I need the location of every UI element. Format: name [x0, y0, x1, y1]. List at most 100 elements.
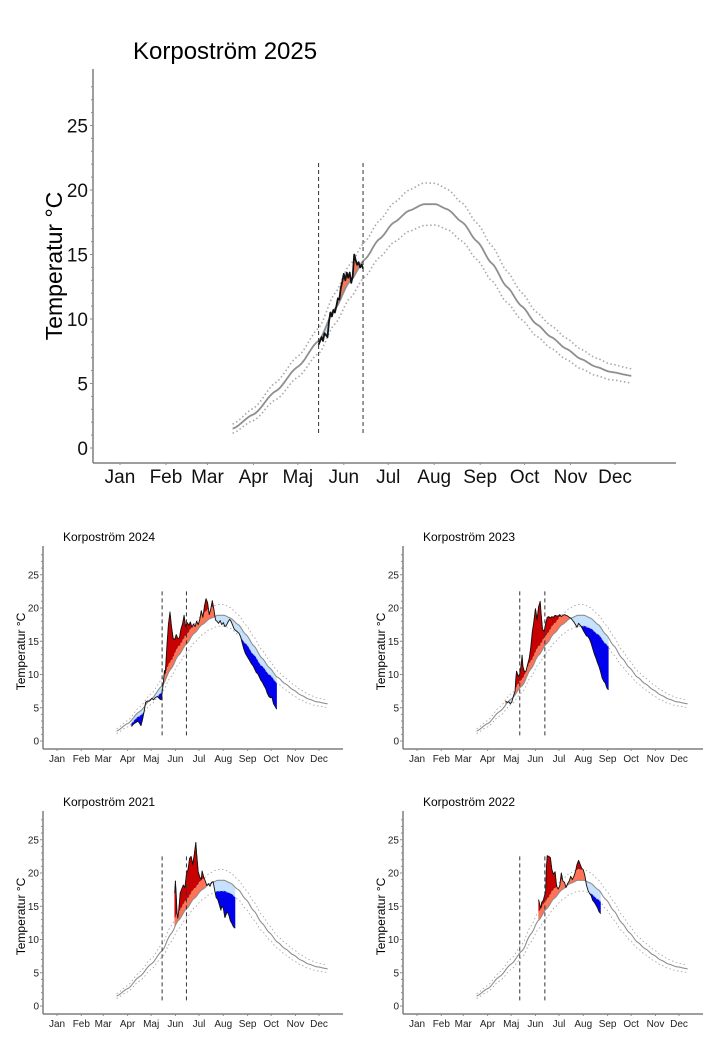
x-tick-label: Sep	[599, 1019, 617, 1030]
x-tick-label: Oct	[623, 1019, 639, 1030]
x-tick-label: Apr	[120, 754, 136, 765]
x-tick-label: Oct	[263, 1019, 279, 1030]
observed-temperature-line	[131, 598, 277, 727]
y-tick-label: 0	[393, 1002, 399, 1013]
x-tick-label: Sep	[239, 1019, 257, 1030]
anomaly-fills	[131, 598, 277, 727]
y-tick-label: 10	[388, 935, 400, 946]
x-tick-label: Aug	[574, 1019, 592, 1030]
climatology-upper-band	[232, 182, 632, 425]
y-tick-label: 15	[388, 637, 400, 648]
y-tick-label: 0	[393, 737, 399, 748]
y-axis-label: Temperatur °C	[41, 192, 67, 341]
climatology-upper-band	[116, 868, 328, 995]
y-tick-label: 5	[33, 703, 39, 714]
y-tick-label: 20	[388, 869, 400, 880]
x-tick-label: Nov	[287, 1019, 305, 1030]
y-tick-label: 25	[388, 835, 400, 846]
x-tick-label: Oct	[510, 467, 540, 488]
x-tick-label: Apr	[120, 1019, 136, 1030]
y-tick-label: 15	[28, 637, 40, 648]
x-tick-label: Jul	[193, 754, 206, 765]
x-tick-label: Oct	[263, 754, 279, 765]
x-tick-label: Jan	[49, 1019, 65, 1030]
y-tick-label: 25	[28, 835, 40, 846]
y-tick-label: 25	[67, 117, 88, 138]
x-tick-label: Jun	[527, 754, 543, 765]
observed-temperature-line	[538, 855, 601, 914]
y-tick-label: 15	[388, 902, 400, 913]
climatology-mean-line	[232, 203, 632, 430]
climatology-upper-band	[116, 603, 328, 730]
x-tick-label: Maj	[143, 754, 159, 765]
x-tick-label: Jan	[105, 467, 136, 488]
x-tick-label: Jul	[376, 467, 400, 488]
x-tick-label: Feb	[433, 1019, 451, 1030]
y-tick-label: 20	[388, 604, 400, 615]
chart-title: Korpoström 2022	[423, 795, 515, 809]
x-tick-label: Feb	[150, 467, 183, 488]
x-tick-label: Jan	[49, 754, 65, 765]
x-tick-label: Maj	[503, 754, 519, 765]
x-tick-label: Nov	[287, 754, 305, 765]
y-tick-label: 5	[77, 375, 88, 396]
y-axis-label: Temperatur °C	[14, 612, 28, 690]
panel-p2023: Korpoström 2023 0 5 10 15 20 25 Temperatur °C Ja…	[374, 530, 703, 765]
x-tick-label: Nov	[647, 1019, 665, 1030]
x-tick-label: Jun	[527, 1019, 543, 1030]
x-tick-label: Jun	[328, 467, 359, 488]
x-tick-label: Sep	[599, 754, 617, 765]
x-tick-label: Apr	[480, 754, 496, 765]
chart-title: Korpoström 2021	[63, 795, 155, 809]
y-tick-label: 0	[33, 737, 39, 748]
y-tick-label: 5	[393, 703, 399, 714]
y-tick-label: 10	[28, 935, 40, 946]
y-axis-label: Temperatur °C	[374, 612, 388, 690]
x-tick-label: Aug	[417, 467, 451, 488]
observed-temperature-line	[317, 253, 364, 346]
x-tick-label: Nov	[647, 754, 665, 765]
y-tick-label: 15	[67, 246, 88, 267]
y-tick-label: 0	[33, 1002, 39, 1013]
x-tick-label: Dec	[598, 467, 632, 488]
y-axis-label: Temperatur °C	[374, 877, 388, 955]
x-tick-label: Dec	[310, 1019, 328, 1030]
climatology-mean-line	[116, 614, 328, 732]
x-tick-label: Mar	[95, 754, 113, 765]
x-tick-label: Feb	[433, 754, 451, 765]
x-tick-label: Feb	[73, 754, 91, 765]
x-tick-label: Jul	[193, 1019, 206, 1030]
x-tick-label: Sep	[239, 754, 257, 765]
observed-temperature-line	[174, 841, 236, 929]
x-tick-label: Dec	[670, 1019, 688, 1030]
panel-p2021: Korpoström 2021 0 5 10 15 20 25 Temperatur °C Ja…	[14, 795, 343, 1030]
y-tick-label: 10	[67, 310, 88, 331]
x-tick-label: Apr	[239, 467, 269, 488]
x-tick-label: Maj	[503, 1019, 519, 1030]
x-tick-label: Jul	[553, 1019, 566, 1030]
climatology-lower-band	[476, 890, 688, 999]
x-tick-label: Dec	[670, 754, 688, 765]
y-tick-label: 20	[28, 869, 40, 880]
chart-title: Korpoström 2023	[423, 530, 515, 544]
x-tick-label: Maj	[283, 467, 314, 488]
x-tick-label: Jan	[409, 1019, 425, 1030]
climatology-mean-line	[476, 614, 688, 732]
x-tick-label: Mar	[95, 1019, 113, 1030]
x-tick-label: Oct	[623, 754, 639, 765]
climatology-lower-band	[232, 224, 632, 434]
x-tick-label: Dec	[310, 754, 328, 765]
y-tick-label: 20	[67, 181, 88, 202]
climatology-mean-line	[116, 879, 328, 997]
x-tick-label: Aug	[574, 754, 592, 765]
chart-title: Korpoström 2025	[133, 38, 317, 65]
x-tick-label: Jan	[409, 754, 425, 765]
climatology-upper-band	[476, 603, 688, 730]
x-tick-label: Sep	[463, 467, 497, 488]
x-tick-label: Apr	[480, 1019, 496, 1030]
y-tick-label: 25	[28, 570, 40, 581]
y-tick-label: 10	[28, 670, 40, 681]
y-tick-label: 25	[388, 570, 400, 581]
x-tick-label: Aug	[214, 1019, 232, 1030]
climatology-lower-band	[116, 625, 328, 734]
